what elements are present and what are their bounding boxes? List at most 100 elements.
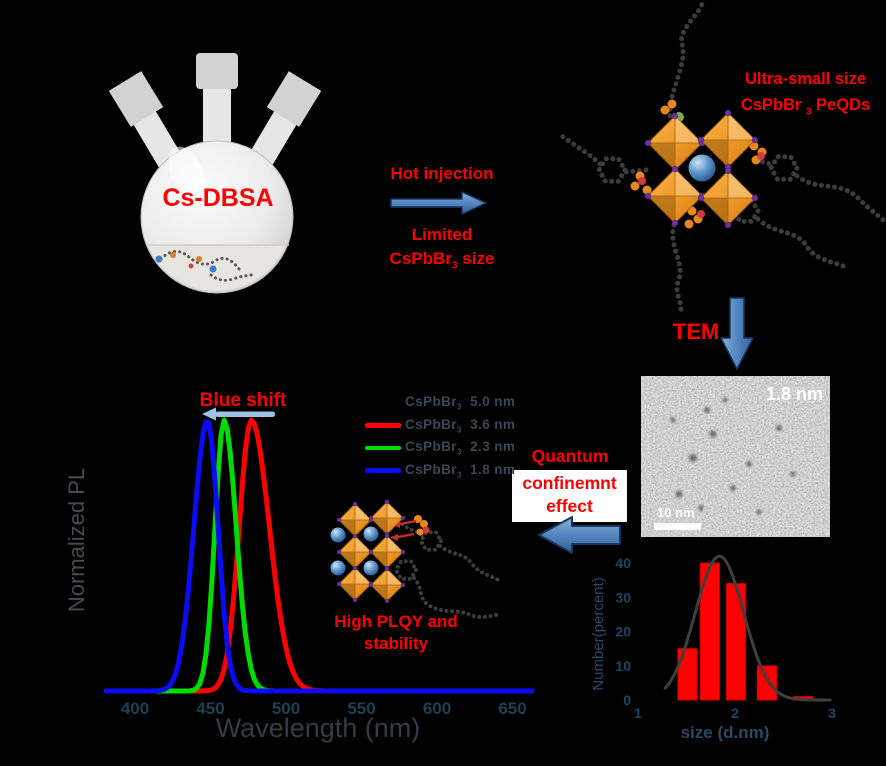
legend-line-swatch (365, 468, 401, 473)
br-atom-dot (697, 136, 705, 144)
formula-base: CsPbBr (740, 96, 806, 114)
tem-scalebar (654, 523, 701, 530)
br-atom-dot (368, 515, 374, 521)
pl-x-tick: 400 (121, 699, 149, 718)
br-atom-dot (671, 165, 679, 173)
octahedra (644, 109, 759, 229)
hist-x-tick: 1 (634, 705, 642, 721)
tem-scalebar-label: 10 nm (657, 505, 695, 520)
dbsa-molecules (155, 250, 255, 282)
flask-left-joint (108, 71, 164, 127)
quantum-note-line3: effect (546, 496, 593, 516)
hot-injection-label: Hot injection (390, 164, 494, 183)
br-atom-dot (384, 499, 390, 505)
cs-atom-sphere (330, 527, 346, 543)
tem-arrow (720, 297, 754, 370)
legend-line-swatch (365, 445, 401, 451)
hist-y-axis-label: Number(percent) (590, 577, 607, 690)
formula-base: CsPbBr (389, 249, 452, 268)
stability-note: High PLQY and stability (326, 611, 466, 655)
cs-atom-sphere (330, 560, 346, 576)
quantum-dot-spots (670, 397, 796, 515)
formula-rest: size (457, 249, 495, 268)
pl-y-axis-label: Normalized PL (64, 468, 89, 612)
flask-label: Cs-DBSA (162, 184, 274, 212)
pl-x-tick: 650 (498, 699, 526, 718)
formula-rest: PeQDs (811, 96, 871, 114)
flask-liquid (143, 245, 291, 291)
quantum-note-line2: confinemnt (522, 473, 617, 493)
glass-highlight (168, 146, 206, 200)
br-atom-dot (368, 582, 374, 588)
pl-legend: CsPbBr3 5.0 nm CsPbBr3 3.6 nm CsPbBr3 2.3 … (365, 392, 515, 482)
three-neck-flask-illustration (108, 53, 322, 294)
br-atom-dot (336, 517, 342, 523)
flask-center-joint (196, 53, 238, 89)
br-atom-dot (352, 565, 358, 571)
legend-line-swatch (365, 423, 401, 428)
pl-legend-item: CsPbBr3 5.0 nm (365, 392, 515, 414)
legend-line-swatch (365, 400, 401, 406)
hist-y-tick: 10 (615, 658, 631, 674)
flask-right-joint (266, 71, 322, 127)
br-atom-dot (336, 549, 342, 555)
histogram-bar (756, 665, 778, 701)
histogram-fit-curve (663, 554, 832, 702)
product-label-line2: CsPbBr 3 PeQDs (728, 92, 883, 125)
tem-size-annotation: 1.8 nm (766, 384, 823, 404)
quantum-note-line1: Quantum (531, 446, 609, 466)
br-atom-dot (671, 112, 679, 120)
product-label-line1: Ultra-small size (744, 70, 867, 88)
br-atom-dot (400, 582, 406, 588)
pl-x-tick: 500 (272, 699, 300, 718)
pl-x-tick: 450 (196, 699, 224, 718)
br-atom-dot (368, 549, 374, 555)
hot-injection-arrow (390, 191, 487, 215)
br-atom-dot (384, 598, 390, 604)
cspbbr3-quantum-dot-illustration (559, 1, 886, 315)
br-atom-dot (671, 219, 679, 227)
blue-shift-arrow (202, 407, 275, 421)
histogram-bar (725, 583, 747, 701)
hist-x-tick: 2 (731, 705, 739, 721)
formula-subscript: 3 (451, 260, 458, 272)
legend-label: CsPbBr3 3.6 nm (405, 416, 516, 435)
br-atom-dot (352, 597, 358, 603)
br-atom-dot (352, 533, 358, 539)
br-atom-dot (352, 501, 358, 507)
br-atom-dot (697, 194, 705, 202)
br-atom-dot (384, 533, 390, 539)
histogram-bar (699, 562, 720, 701)
limited-label-line1: Limited (411, 225, 473, 244)
hist-x-tick: 3 (828, 705, 836, 721)
legend-label: CsPbBr3 1.8 nm (405, 461, 516, 480)
br-atom-dot (724, 167, 732, 175)
quantum-effect-arrow (538, 516, 621, 554)
br-atom-dot (336, 581, 342, 587)
product-label: Ultra-small size CsPbBr 3 PeQDs (728, 66, 883, 125)
legend-label: CsPbBr3 2.3 nm (405, 439, 516, 457)
stability-note-line1: High PLQY and (334, 612, 458, 631)
br-atom-dot (751, 194, 759, 202)
hist-x-axis-label: size (d.nm) (681, 723, 770, 742)
hist-y-tick: 30 (615, 589, 631, 605)
br-atom-dot (724, 109, 732, 117)
pl-x-tick: 550 (347, 699, 375, 718)
limited-label-line2: CsPbBr3 size (368, 248, 516, 273)
cs-atom-sphere (363, 560, 379, 576)
br-atom-dot (384, 566, 390, 572)
pl-legend-item: CsPbBr3 2.3 nm (365, 437, 515, 459)
br-atom-dot (400, 515, 406, 521)
pl-legend-item: CsPbBr3 1.8 nm (365, 459, 515, 481)
pl-x-tick: 600 (423, 699, 451, 718)
stabilized-qd-illustration (330, 499, 502, 619)
tem-image: 1.8 nm 10 nm (641, 376, 830, 537)
stability-note-line2: stability (363, 634, 429, 653)
dbsa-ligand-chains (393, 522, 502, 619)
br-atom-dot (751, 136, 759, 144)
pl-curve-1.8-nm (103, 419, 535, 694)
legend-label: CsPbBr3 5.0 nm (405, 394, 516, 413)
formula-subscript: 3 (805, 106, 812, 118)
